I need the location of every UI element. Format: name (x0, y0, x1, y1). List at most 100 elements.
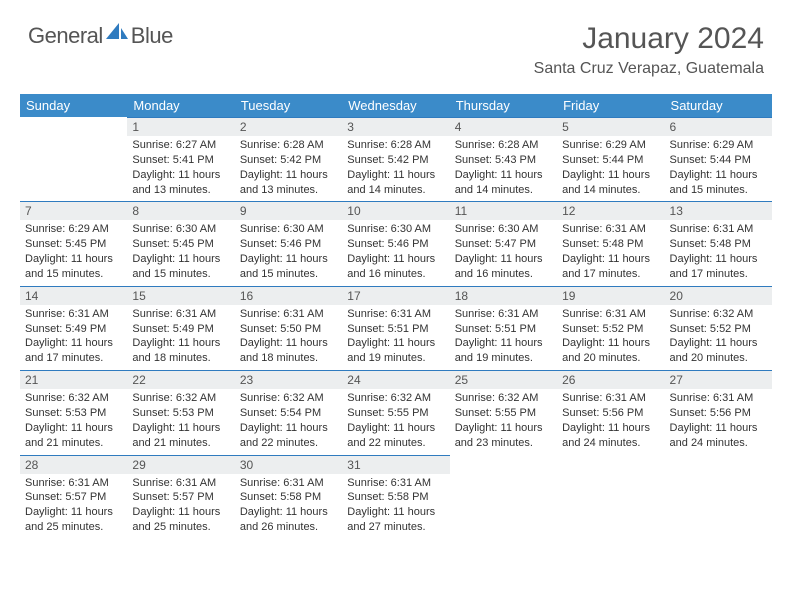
day-number: 28 (20, 455, 127, 474)
weekday-wednesday: Wednesday (342, 94, 449, 117)
day-number: 13 (665, 201, 772, 220)
day-number: 29 (127, 455, 234, 474)
daylight-line: Daylight: 11 hours and 26 minutes. (240, 505, 337, 535)
calendar-cell: 14Sunrise: 6:31 AMSunset: 5:49 PMDayligh… (20, 286, 127, 370)
day-number: 18 (450, 286, 557, 305)
daylight-line: Daylight: 11 hours and 25 minutes. (25, 505, 122, 535)
logo-text-general: General (28, 23, 103, 49)
calendar-cell: 4Sunrise: 6:28 AMSunset: 5:43 PMDaylight… (450, 117, 557, 201)
daylight-line: Daylight: 11 hours and 24 minutes. (562, 421, 659, 451)
sunrise-line: Sunrise: 6:27 AM (132, 138, 229, 153)
header: General Blue January 2024 Santa Cruz Ver… (0, 0, 792, 86)
sunset-line: Sunset: 5:45 PM (25, 237, 122, 252)
calendar-row: 1Sunrise: 6:27 AMSunset: 5:41 PMDaylight… (20, 117, 772, 201)
day-details: Sunrise: 6:32 AMSunset: 5:53 PMDaylight:… (20, 389, 127, 454)
sunset-line: Sunset: 5:58 PM (347, 490, 444, 505)
daylight-line: Daylight: 11 hours and 18 minutes. (132, 336, 229, 366)
sunset-line: Sunset: 5:41 PM (132, 153, 229, 168)
sunrise-line: Sunrise: 6:31 AM (670, 222, 767, 237)
sunrise-line: Sunrise: 6:32 AM (455, 391, 552, 406)
calendar-cell: 15Sunrise: 6:31 AMSunset: 5:49 PMDayligh… (127, 286, 234, 370)
sunset-line: Sunset: 5:48 PM (670, 237, 767, 252)
calendar-cell: 2Sunrise: 6:28 AMSunset: 5:42 PMDaylight… (235, 117, 342, 201)
daylight-line: Daylight: 11 hours and 14 minutes. (562, 168, 659, 198)
calendar-cell: 9Sunrise: 6:30 AMSunset: 5:46 PMDaylight… (235, 201, 342, 285)
day-number: 12 (557, 201, 664, 220)
sunset-line: Sunset: 5:48 PM (562, 237, 659, 252)
day-number: 10 (342, 201, 449, 220)
daylight-line: Daylight: 11 hours and 20 minutes. (562, 336, 659, 366)
calendar-cell: 10Sunrise: 6:30 AMSunset: 5:46 PMDayligh… (342, 201, 449, 285)
calendar-cell: 17Sunrise: 6:31 AMSunset: 5:51 PMDayligh… (342, 286, 449, 370)
day-number: 22 (127, 370, 234, 389)
sunset-line: Sunset: 5:57 PM (25, 490, 122, 505)
daylight-line: Daylight: 11 hours and 13 minutes. (240, 168, 337, 198)
day-details: Sunrise: 6:31 AMSunset: 5:52 PMDaylight:… (557, 305, 664, 370)
logo: General Blue (28, 22, 173, 49)
day-details: Sunrise: 6:31 AMSunset: 5:50 PMDaylight:… (235, 305, 342, 370)
daylight-line: Daylight: 11 hours and 25 minutes. (132, 505, 229, 535)
weekday-header-row: Sunday Monday Tuesday Wednesday Thursday… (20, 94, 772, 117)
day-details: Sunrise: 6:31 AMSunset: 5:51 PMDaylight:… (450, 305, 557, 370)
day-details: Sunrise: 6:28 AMSunset: 5:43 PMDaylight:… (450, 136, 557, 201)
sunset-line: Sunset: 5:58 PM (240, 490, 337, 505)
day-details: Sunrise: 6:31 AMSunset: 5:56 PMDaylight:… (557, 389, 664, 454)
day-number: 25 (450, 370, 557, 389)
sunset-line: Sunset: 5:51 PM (455, 322, 552, 337)
calendar-cell: 16Sunrise: 6:31 AMSunset: 5:50 PMDayligh… (235, 286, 342, 370)
day-details: Sunrise: 6:31 AMSunset: 5:57 PMDaylight:… (20, 474, 127, 539)
daylight-line: Daylight: 11 hours and 23 minutes. (455, 421, 552, 451)
calendar-table: Sunday Monday Tuesday Wednesday Thursday… (20, 94, 772, 539)
sunset-line: Sunset: 5:55 PM (347, 406, 444, 421)
daylight-line: Daylight: 11 hours and 22 minutes. (347, 421, 444, 451)
logo-sail-icon (106, 22, 128, 45)
day-details: Sunrise: 6:30 AMSunset: 5:46 PMDaylight:… (235, 220, 342, 285)
calendar-cell (557, 455, 664, 539)
logo-text-blue: Blue (131, 23, 173, 49)
calendar-cell: 13Sunrise: 6:31 AMSunset: 5:48 PMDayligh… (665, 201, 772, 285)
day-number: 2 (235, 117, 342, 136)
day-number: 14 (20, 286, 127, 305)
day-details: Sunrise: 6:30 AMSunset: 5:47 PMDaylight:… (450, 220, 557, 285)
day-details: Sunrise: 6:31 AMSunset: 5:51 PMDaylight:… (342, 305, 449, 370)
sunrise-line: Sunrise: 6:29 AM (562, 138, 659, 153)
day-details: Sunrise: 6:31 AMSunset: 5:48 PMDaylight:… (557, 220, 664, 285)
sunrise-line: Sunrise: 6:31 AM (562, 391, 659, 406)
sunset-line: Sunset: 5:57 PM (132, 490, 229, 505)
sunset-line: Sunset: 5:46 PM (240, 237, 337, 252)
weekday-thursday: Thursday (450, 94, 557, 117)
sunset-line: Sunset: 5:52 PM (562, 322, 659, 337)
sunrise-line: Sunrise: 6:31 AM (132, 476, 229, 491)
calendar-cell: 27Sunrise: 6:31 AMSunset: 5:56 PMDayligh… (665, 370, 772, 454)
sunrise-line: Sunrise: 6:32 AM (240, 391, 337, 406)
weekday-sunday: Sunday (20, 94, 127, 117)
calendar-cell: 1Sunrise: 6:27 AMSunset: 5:41 PMDaylight… (127, 117, 234, 201)
sunrise-line: Sunrise: 6:30 AM (455, 222, 552, 237)
day-number: 30 (235, 455, 342, 474)
daylight-line: Daylight: 11 hours and 15 minutes. (132, 252, 229, 282)
sunset-line: Sunset: 5:44 PM (562, 153, 659, 168)
day-details: Sunrise: 6:31 AMSunset: 5:48 PMDaylight:… (665, 220, 772, 285)
day-details: Sunrise: 6:29 AMSunset: 5:44 PMDaylight:… (665, 136, 772, 201)
daylight-line: Daylight: 11 hours and 13 minutes. (132, 168, 229, 198)
sunrise-line: Sunrise: 6:32 AM (132, 391, 229, 406)
calendar-cell: 5Sunrise: 6:29 AMSunset: 5:44 PMDaylight… (557, 117, 664, 201)
weekday-monday: Monday (127, 94, 234, 117)
sunrise-line: Sunrise: 6:31 AM (25, 307, 122, 322)
daylight-line: Daylight: 11 hours and 17 minutes. (670, 252, 767, 282)
sunset-line: Sunset: 5:53 PM (25, 406, 122, 421)
sunset-line: Sunset: 5:43 PM (455, 153, 552, 168)
day-number: 15 (127, 286, 234, 305)
sunset-line: Sunset: 5:42 PM (347, 153, 444, 168)
sunset-line: Sunset: 5:45 PM (132, 237, 229, 252)
day-details: Sunrise: 6:32 AMSunset: 5:53 PMDaylight:… (127, 389, 234, 454)
day-number: 6 (665, 117, 772, 136)
calendar-cell: 6Sunrise: 6:29 AMSunset: 5:44 PMDaylight… (665, 117, 772, 201)
day-number: 26 (557, 370, 664, 389)
calendar-row: 21Sunrise: 6:32 AMSunset: 5:53 PMDayligh… (20, 370, 772, 454)
day-details: Sunrise: 6:32 AMSunset: 5:52 PMDaylight:… (665, 305, 772, 370)
day-number: 8 (127, 201, 234, 220)
daylight-line: Daylight: 11 hours and 15 minutes. (25, 252, 122, 282)
day-number: 7 (20, 201, 127, 220)
calendar-cell: 31Sunrise: 6:31 AMSunset: 5:58 PMDayligh… (342, 455, 449, 539)
